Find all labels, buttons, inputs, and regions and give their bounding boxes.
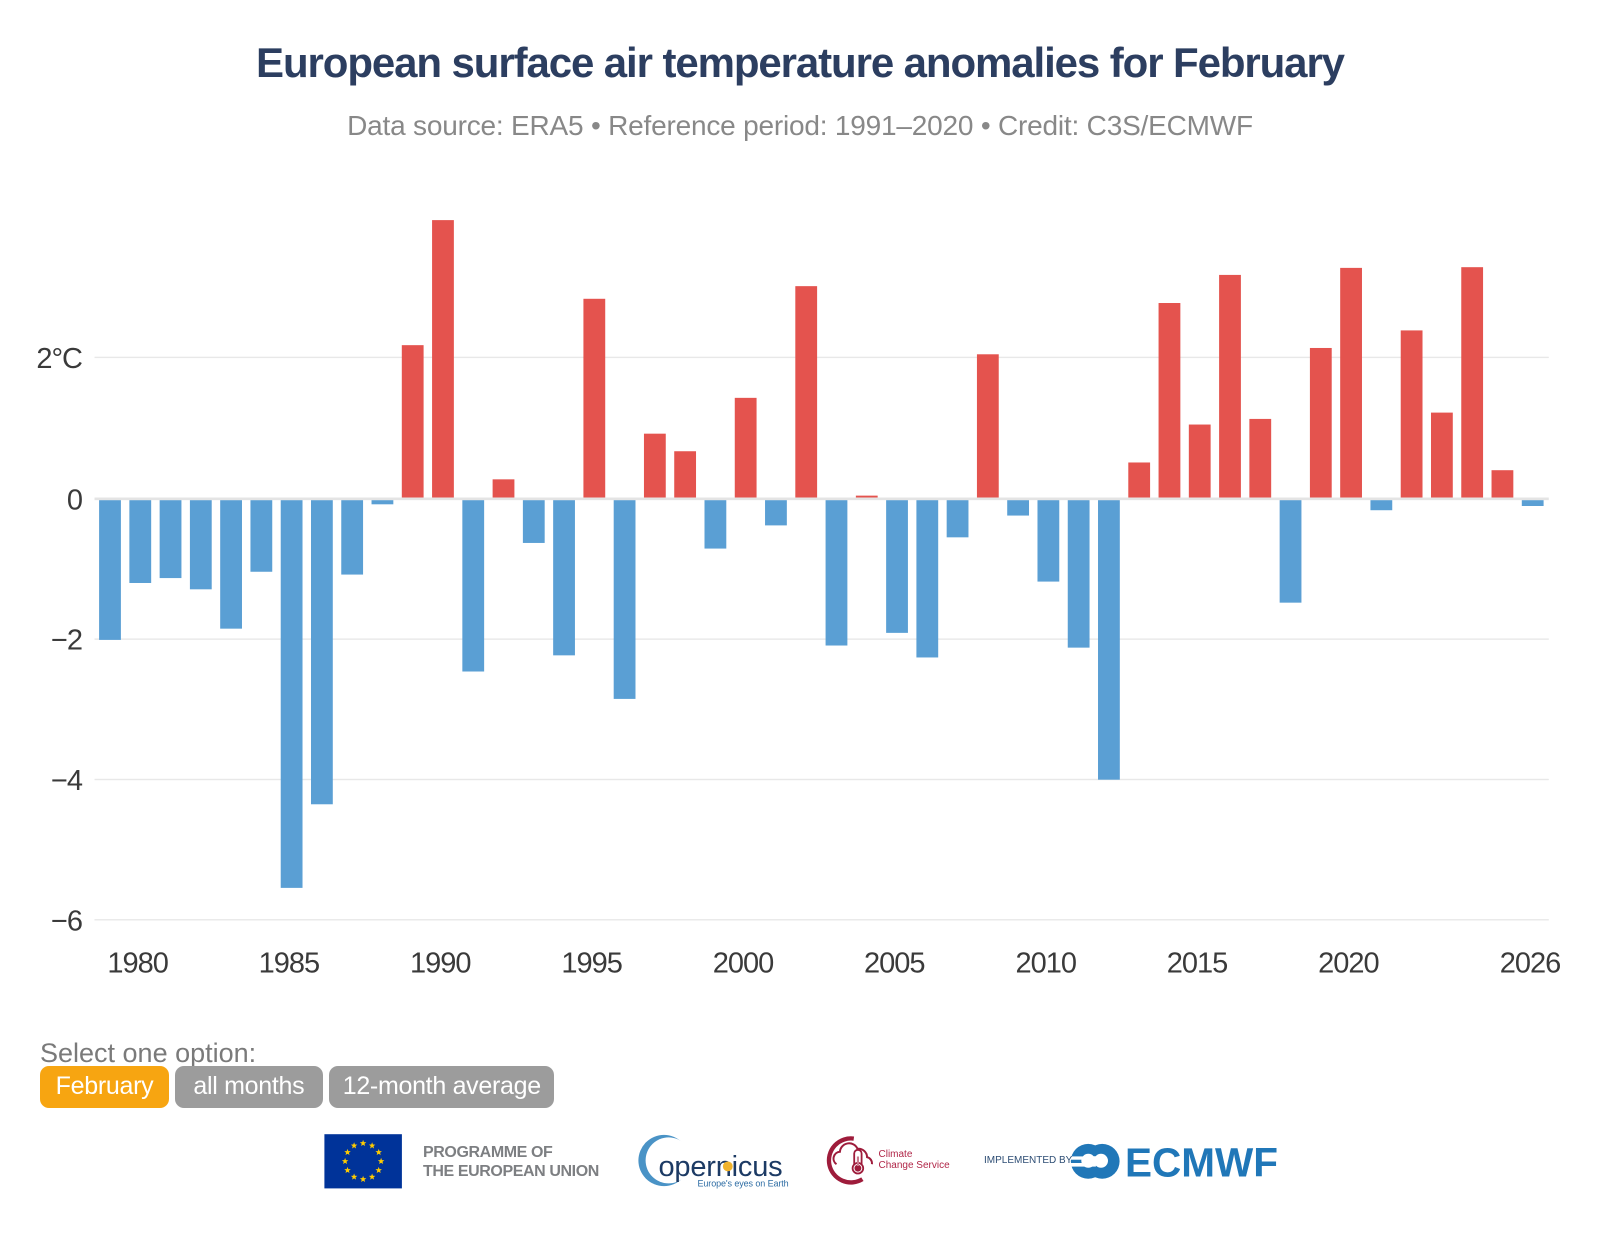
svg-text:2026: 2026	[1500, 948, 1561, 980]
svg-text:0: 0	[67, 485, 82, 517]
svg-text:−4: −4	[51, 765, 83, 797]
svg-text:2020: 2020	[1318, 948, 1379, 980]
svg-text:1995: 1995	[561, 948, 622, 980]
svg-text:opernicus: opernicus	[659, 1151, 783, 1183]
svg-text:Europe's eyes on Earth: Europe's eyes on Earth	[698, 1179, 789, 1189]
svg-text:−6: −6	[51, 905, 82, 937]
svg-text:Change Service: Change Service	[879, 1160, 951, 1171]
svg-text:1990: 1990	[410, 948, 471, 980]
svg-text:ECMWF: ECMWF	[1125, 1140, 1278, 1186]
svg-text:2°C: 2°C	[36, 343, 82, 375]
svg-text:2010: 2010	[1015, 948, 1076, 980]
svg-text:Climate: Climate	[879, 1149, 913, 1160]
svg-text:2000: 2000	[713, 948, 774, 980]
svg-text:−2: −2	[51, 625, 82, 657]
svg-text:1980: 1980	[107, 948, 168, 980]
svg-text:2005: 2005	[864, 948, 925, 980]
svg-text:2015: 2015	[1167, 948, 1228, 980]
svg-text:1985: 1985	[259, 948, 320, 980]
